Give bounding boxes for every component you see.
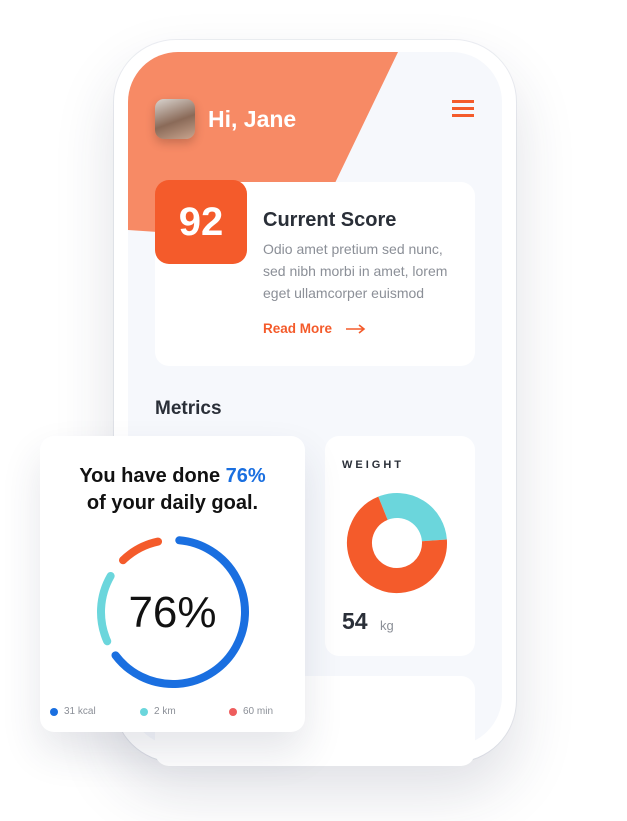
weight-label: WEIGHT	[342, 459, 404, 471]
ring-segment-kcal	[111, 536, 249, 688]
read-more-link[interactable]: Read More	[263, 321, 366, 336]
weight-value: 54	[342, 608, 368, 634]
score-description: Odio amet pretium sed nunc, sed nibh mor…	[263, 241, 448, 301]
weight-unit: kg	[380, 618, 394, 633]
legend-kcal: 31 kcal	[50, 706, 96, 717]
weight-donut-segment	[378, 493, 447, 543]
weight-donut-segment	[347, 496, 447, 593]
goal-title: You have done 76% of your daily goal.	[79, 465, 266, 514]
ring-segment-min	[118, 537, 163, 565]
score-value: 92	[155, 180, 247, 264]
legend-km: 2 km	[140, 706, 176, 717]
goal-progress-ring	[97, 536, 249, 688]
metrics-heading: Metrics	[155, 398, 222, 419]
weight-card[interactable]: WEIGHT 54 kg	[325, 436, 475, 656]
legend-min: 60 min	[229, 706, 273, 717]
score-title: Current Score	[263, 209, 397, 231]
greeting: Hi, Jane	[208, 106, 297, 132]
daily-goal-card[interactable]: You have done 76% of your daily goal. 76%…	[40, 436, 305, 732]
goal-center-value: 76%	[128, 588, 217, 637]
hamburger-menu-icon[interactable]	[452, 100, 474, 118]
read-more-label: Read More	[263, 321, 333, 336]
ring-segment-km	[97, 572, 115, 646]
arrow-right-icon	[345, 324, 366, 335]
avatar[interactable]	[155, 99, 195, 139]
weight-donut	[347, 493, 447, 593]
